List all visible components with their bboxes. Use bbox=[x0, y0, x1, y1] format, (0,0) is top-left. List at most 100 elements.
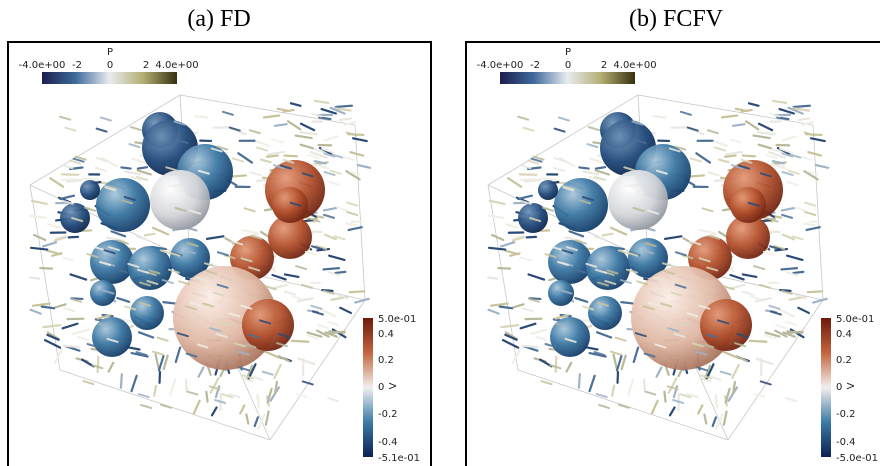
arrow bbox=[328, 322, 338, 325]
colorbar-tick-label: -2 bbox=[72, 60, 82, 71]
arrow bbox=[329, 182, 339, 185]
arrow bbox=[616, 338, 626, 341]
arrow bbox=[589, 127, 599, 130]
arrow bbox=[691, 158, 701, 161]
arrow bbox=[769, 306, 779, 309]
arrow bbox=[787, 182, 797, 185]
arrow bbox=[285, 274, 299, 276]
arrow bbox=[121, 374, 122, 388]
inclusion bbox=[538, 180, 558, 200]
arrow bbox=[513, 304, 524, 307]
arrow bbox=[315, 101, 328, 103]
arrow bbox=[64, 308, 74, 311]
arrow bbox=[170, 380, 175, 395]
arrow bbox=[291, 103, 301, 106]
arrow bbox=[743, 292, 753, 295]
arrow bbox=[599, 405, 609, 408]
arrow bbox=[159, 356, 163, 371]
arrow bbox=[664, 392, 665, 402]
arrow bbox=[787, 256, 802, 260]
arrow bbox=[803, 122, 813, 125]
arrow bbox=[337, 207, 347, 210]
arrow bbox=[556, 357, 557, 372]
arrow bbox=[570, 231, 584, 236]
arrow bbox=[603, 234, 613, 236]
arrow bbox=[275, 124, 287, 126]
arrow bbox=[579, 374, 580, 388]
colorbar-tick-label: -4.0e+00 bbox=[477, 60, 524, 71]
arrow bbox=[681, 112, 691, 115]
arrow bbox=[518, 196, 532, 199]
arrow bbox=[32, 201, 47, 204]
arrow bbox=[324, 208, 336, 210]
inclusion bbox=[700, 299, 752, 351]
arrow bbox=[567, 363, 572, 372]
inclusion bbox=[548, 240, 592, 284]
arrow bbox=[760, 285, 770, 288]
colorbar-tick-label: -5.0e-01 bbox=[836, 453, 878, 464]
arrow bbox=[588, 144, 598, 147]
arrow bbox=[297, 394, 307, 397]
arrow bbox=[492, 235, 503, 240]
arrow bbox=[732, 365, 738, 378]
pressure-colorbar bbox=[42, 72, 177, 84]
arrow bbox=[101, 118, 111, 121]
arrow bbox=[716, 414, 722, 429]
arrow bbox=[336, 106, 352, 107]
arrow bbox=[141, 405, 151, 408]
arrow bbox=[488, 277, 497, 278]
arrow bbox=[531, 330, 547, 334]
arrow bbox=[125, 172, 140, 175]
arrow bbox=[31, 310, 41, 314]
arrow bbox=[731, 285, 745, 288]
arrow bbox=[793, 272, 803, 273]
arrow bbox=[268, 152, 284, 155]
arrow bbox=[318, 325, 328, 328]
arrow bbox=[522, 346, 538, 347]
arrow bbox=[131, 127, 141, 130]
arrow bbox=[754, 136, 770, 138]
velocity-colorbar bbox=[363, 318, 373, 457]
arrow bbox=[597, 332, 611, 337]
arrow bbox=[708, 130, 718, 133]
inclusion bbox=[130, 296, 164, 330]
colorbar-title: P bbox=[107, 47, 113, 58]
arrow bbox=[489, 248, 505, 250]
arrow bbox=[186, 380, 187, 390]
arrow bbox=[261, 160, 271, 163]
arrow bbox=[251, 172, 261, 175]
arrow bbox=[256, 141, 269, 146]
cube-edge bbox=[638, 95, 813, 125]
arrow bbox=[132, 376, 137, 391]
arrow bbox=[121, 167, 130, 168]
figure: (a) FDP-4.0e+00-2024.0e+005.0e-010.40.20… bbox=[0, 0, 880, 466]
arrow bbox=[50, 178, 63, 186]
arrow bbox=[488, 216, 503, 218]
arrow bbox=[749, 103, 759, 106]
arrow bbox=[60, 117, 70, 120]
arrow bbox=[154, 386, 156, 396]
colorbar-tick-label: 0 bbox=[378, 382, 384, 393]
panel-title: (a) FD bbox=[187, 6, 250, 32]
arrow bbox=[344, 157, 354, 160]
arrow bbox=[703, 208, 713, 211]
arrow bbox=[30, 216, 45, 218]
arrow bbox=[776, 325, 786, 328]
colorbar-tick-label: 2 bbox=[143, 60, 149, 71]
arrow bbox=[575, 298, 587, 302]
colorbar-tick-label: 0.4 bbox=[836, 329, 852, 340]
arrow bbox=[43, 242, 56, 246]
arrow bbox=[503, 340, 518, 347]
arrow bbox=[347, 212, 357, 215]
arrow bbox=[529, 274, 545, 279]
colorbar-title: V bbox=[846, 382, 857, 389]
arrow bbox=[296, 266, 306, 269]
arrow bbox=[804, 224, 814, 226]
arrow bbox=[715, 148, 725, 151]
arrow bbox=[298, 359, 314, 364]
arrow bbox=[306, 252, 316, 255]
arrow bbox=[719, 160, 729, 163]
arrow bbox=[773, 101, 786, 103]
arrow bbox=[212, 407, 217, 415]
arrow bbox=[130, 144, 140, 147]
